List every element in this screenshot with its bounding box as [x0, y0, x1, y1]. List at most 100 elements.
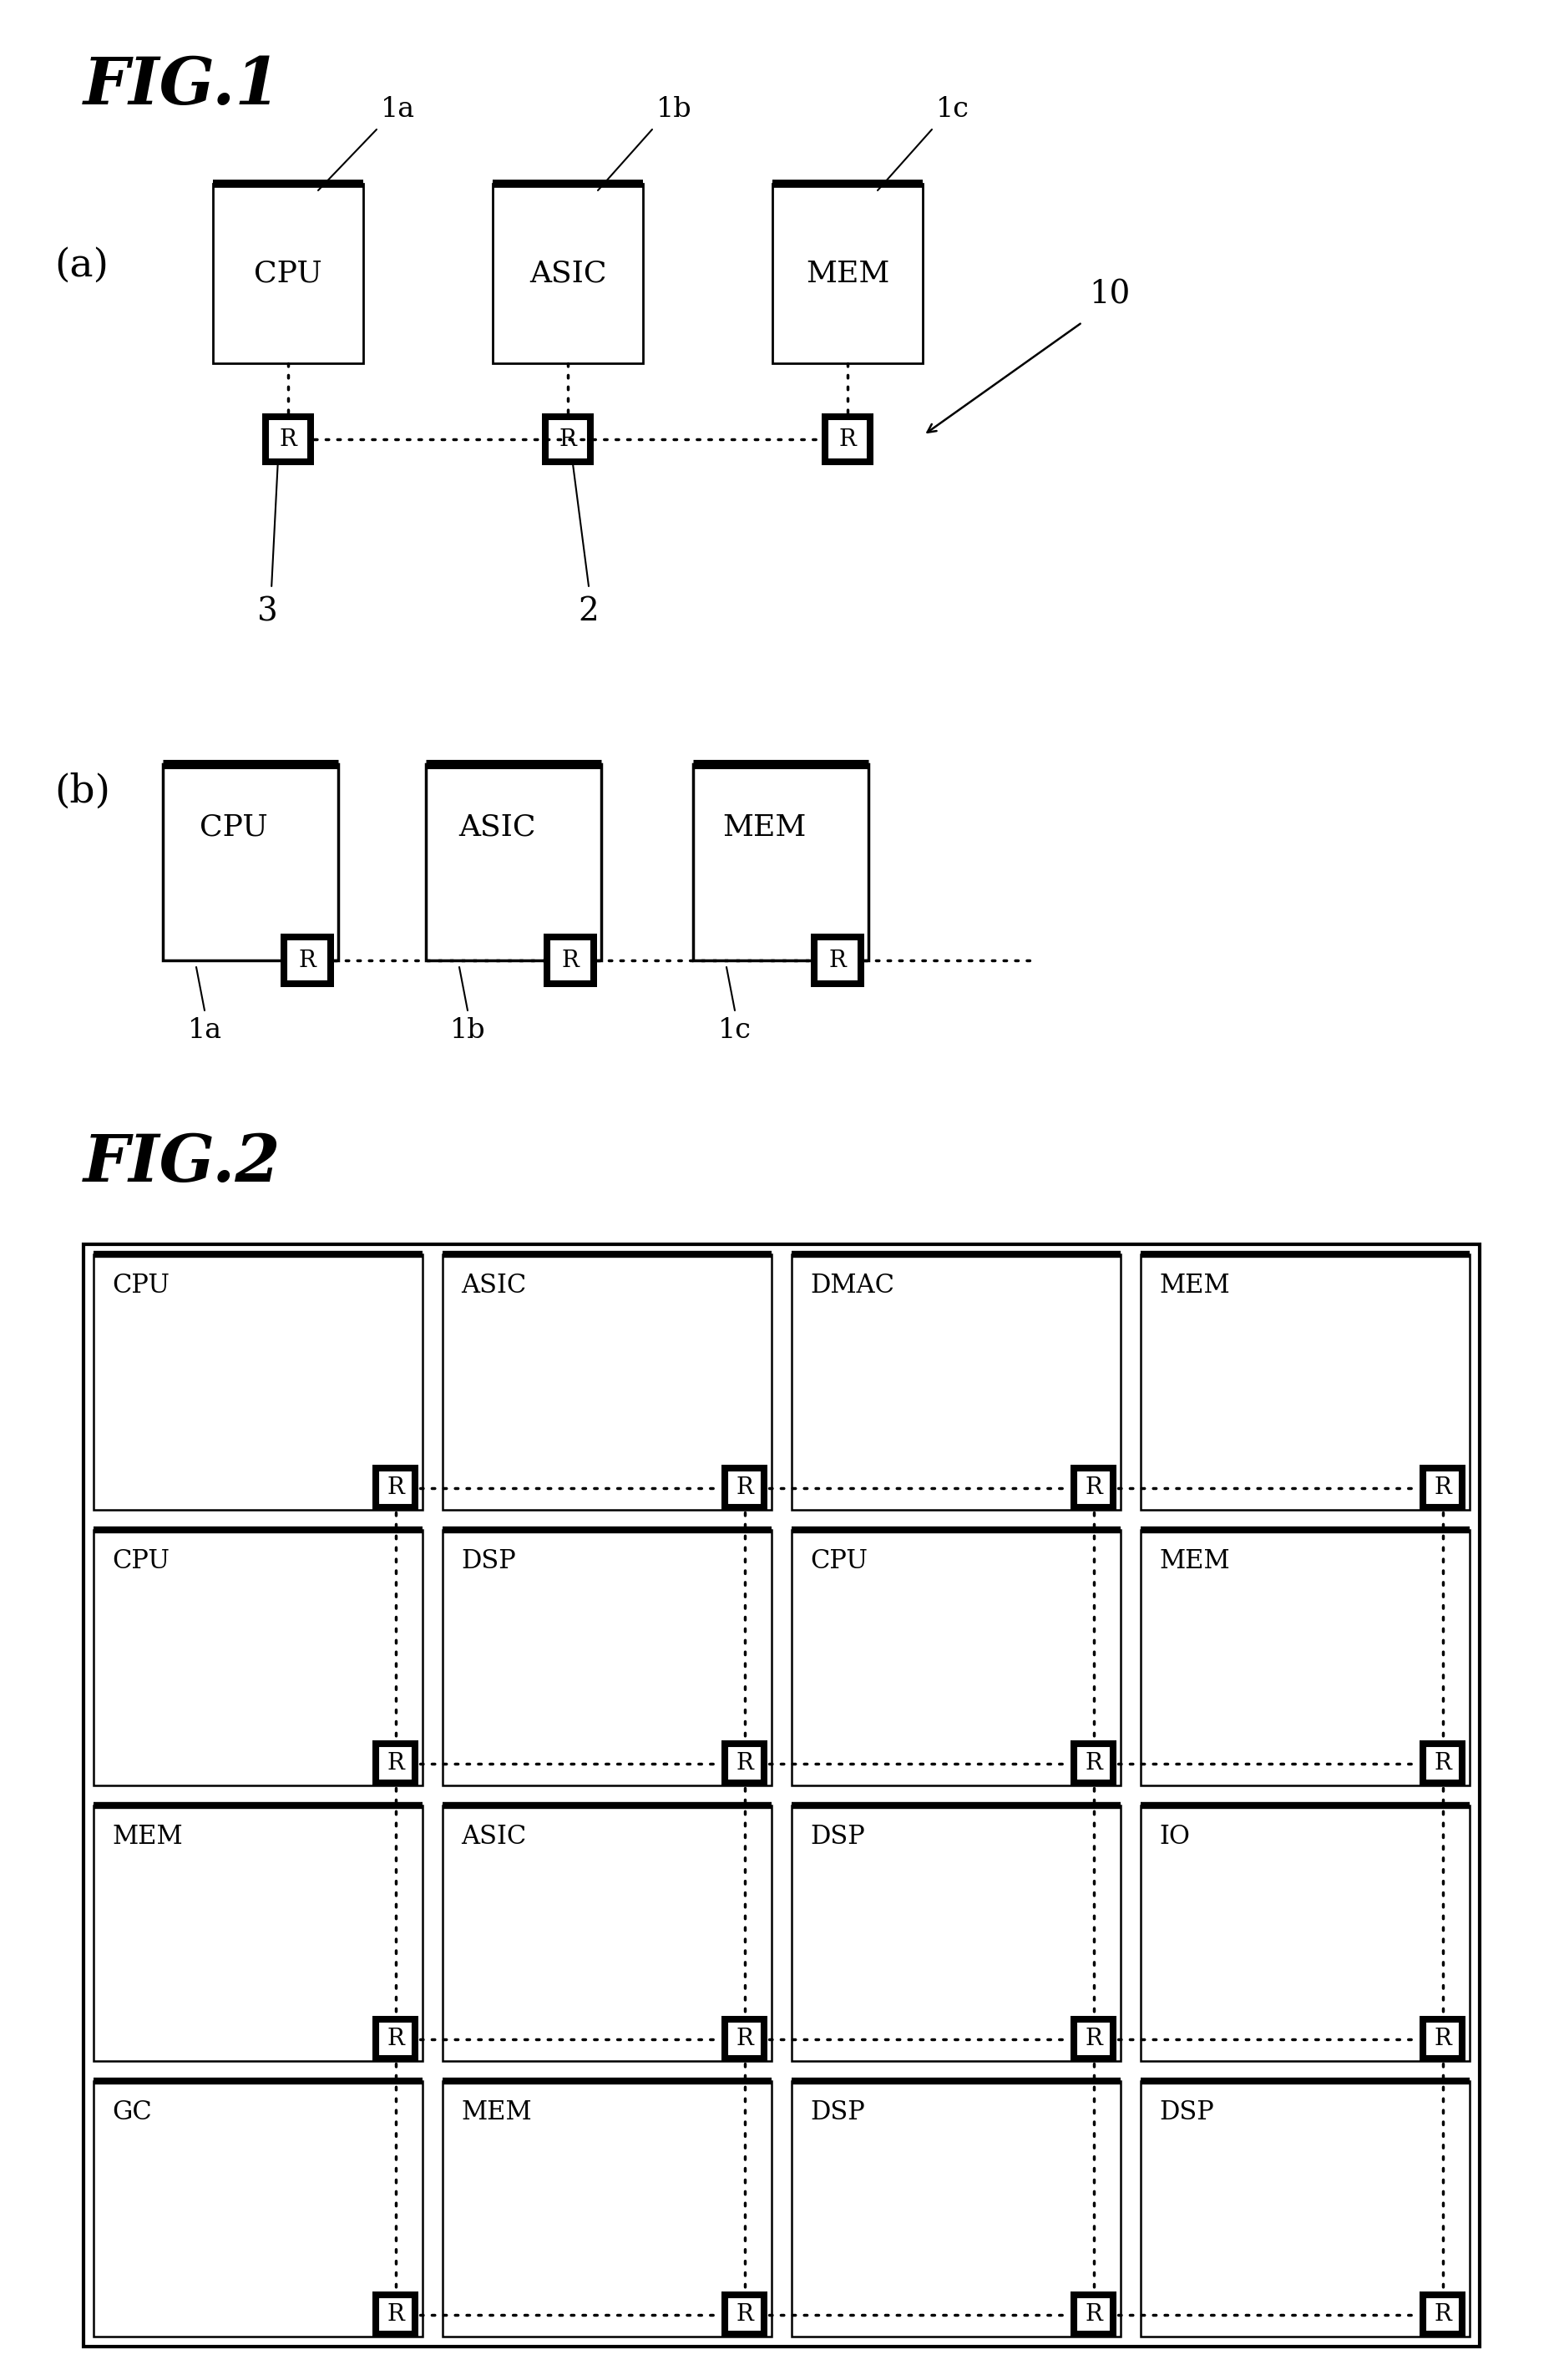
Text: R: R	[561, 950, 578, 971]
Text: CPU: CPU	[200, 814, 268, 843]
Text: CPU: CPU	[254, 259, 323, 288]
Bar	[268, 419, 309, 459]
Bar	[1420, 2016, 1465, 2061]
Bar	[1425, 2297, 1459, 2332]
Bar	[443, 1530, 772, 1785]
Text: R: R	[736, 1752, 753, 1775]
Bar	[1141, 1254, 1470, 1509]
Bar	[373, 2292, 418, 2337]
Bar	[262, 414, 313, 464]
Text: FIG.1: FIG.1	[84, 55, 281, 119]
Text: R: R	[560, 428, 577, 450]
Text: ASIC: ASIC	[461, 1823, 527, 1849]
Bar	[547, 419, 588, 459]
Bar	[1420, 1740, 1465, 1787]
Bar	[792, 2080, 1121, 2337]
Text: R: R	[1434, 1752, 1451, 1775]
Bar	[1425, 1747, 1459, 1780]
Bar	[1076, 1471, 1110, 1504]
Text: R: R	[736, 2028, 753, 2049]
Text: R: R	[387, 2304, 404, 2325]
Text: MEM: MEM	[1158, 1273, 1230, 1299]
Bar	[1141, 2080, 1470, 2337]
Bar	[722, 2292, 767, 2337]
Bar	[728, 1471, 761, 1504]
Bar	[281, 933, 334, 988]
Text: (a): (a)	[55, 248, 109, 283]
Text: R: R	[1085, 1752, 1102, 1775]
Bar	[1425, 1471, 1459, 1504]
Text: 10: 10	[1088, 278, 1130, 309]
Bar	[493, 183, 642, 364]
Bar	[426, 764, 602, 962]
Bar	[792, 1530, 1121, 1785]
Bar	[828, 419, 868, 459]
Text: R: R	[1434, 1476, 1451, 1499]
Bar	[1071, 1464, 1116, 1511]
Text: R: R	[299, 950, 316, 971]
Bar	[822, 414, 873, 464]
Bar	[792, 1806, 1121, 2061]
Bar	[1076, 2297, 1110, 2332]
Text: 1c: 1c	[719, 1016, 751, 1045]
Text: 3: 3	[257, 597, 278, 628]
Text: MEM: MEM	[722, 814, 806, 843]
Bar	[722, 1740, 767, 1787]
Text: R: R	[1085, 2028, 1102, 2049]
Bar	[817, 940, 859, 981]
Text: R: R	[736, 2304, 753, 2325]
Bar	[728, 1747, 761, 1780]
Bar	[373, 1740, 418, 1787]
Text: CPU: CPU	[811, 1549, 868, 1573]
Text: R: R	[387, 1752, 404, 1775]
Text: MEM: MEM	[112, 1823, 182, 1849]
Text: 1b: 1b	[656, 95, 692, 124]
Bar	[811, 933, 864, 988]
Text: MEM: MEM	[461, 2099, 532, 2125]
Bar	[94, 2080, 422, 2337]
Bar	[84, 1245, 1479, 2347]
Bar	[728, 2297, 761, 2332]
Bar	[772, 183, 923, 364]
Bar	[373, 1464, 418, 1511]
Bar	[379, 1471, 413, 1504]
Text: DSP: DSP	[461, 1549, 516, 1573]
Text: FIG.2: FIG.2	[84, 1130, 281, 1195]
Bar	[379, 1747, 413, 1780]
Bar	[722, 2016, 767, 2061]
Bar	[544, 933, 597, 988]
Bar	[379, 2297, 413, 2332]
Bar	[373, 2016, 418, 2061]
Text: GC: GC	[112, 2099, 151, 2125]
Text: IO: IO	[1158, 1823, 1190, 1849]
Bar	[1141, 1806, 1470, 2061]
Bar	[443, 1254, 772, 1509]
Bar	[1076, 2021, 1110, 2056]
Bar	[214, 183, 363, 364]
Bar	[722, 1464, 767, 1511]
Bar	[94, 1806, 422, 2061]
Bar	[162, 764, 338, 962]
Text: ASIC: ASIC	[458, 814, 535, 843]
Bar	[694, 764, 868, 962]
Text: R: R	[829, 950, 847, 971]
Text: 1b: 1b	[451, 1016, 485, 1045]
Bar	[1425, 2021, 1459, 2056]
Text: 1c: 1c	[935, 95, 970, 124]
Text: DSP: DSP	[1158, 2099, 1214, 2125]
Text: R: R	[1434, 2304, 1451, 2325]
Bar	[728, 2021, 761, 2056]
Bar	[1071, 2292, 1116, 2337]
Bar	[1141, 1530, 1470, 1785]
Text: ASIC: ASIC	[461, 1273, 527, 1299]
Bar	[792, 1254, 1121, 1509]
Text: R: R	[1434, 2028, 1451, 2049]
Bar	[549, 940, 591, 981]
Bar	[94, 1530, 422, 1785]
Bar	[379, 2021, 413, 2056]
Bar	[94, 1254, 422, 1509]
Text: R: R	[736, 1476, 753, 1499]
Bar	[287, 940, 327, 981]
Bar	[443, 2080, 772, 2337]
Text: 2: 2	[578, 597, 599, 628]
